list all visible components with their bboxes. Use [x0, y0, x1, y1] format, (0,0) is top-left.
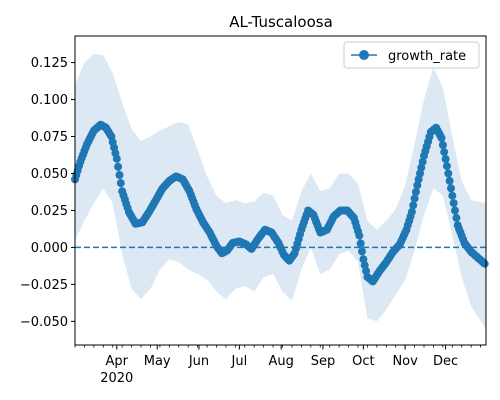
data-point [438, 141, 447, 149]
x-tick-label: May [144, 354, 171, 369]
x-tick-label: Dec [433, 354, 458, 369]
data-point [114, 162, 123, 171]
data-point [441, 155, 450, 164]
chart-title: AL-Tuscaloosa [229, 13, 333, 31]
data-point [444, 169, 453, 178]
x-tick-label: Jul [231, 354, 248, 369]
data-point [440, 148, 449, 157]
x-tick-label: Oct [352, 354, 374, 369]
x-tick-label: Apr [106, 354, 129, 369]
data-point [449, 199, 458, 208]
y-tick-label: 0.025 [31, 204, 68, 219]
y-axis: −0.050 −0.025 0.000 0.025 0.050 0.075 0.100 0.1… [20, 56, 75, 330]
data-point [445, 176, 454, 185]
data-point [116, 179, 125, 188]
confidence-band-layer [75, 53, 486, 329]
data-point [451, 206, 459, 215]
data-point [112, 154, 121, 163]
legend-entry-growth-rate: growth_rate [388, 49, 466, 64]
y-tick-label: 0.075 [31, 130, 68, 145]
x-tick-label: Aug [268, 354, 293, 369]
legend: growth_rate [343, 41, 480, 69]
x-tick-label: Nov [392, 354, 418, 369]
data-point [452, 213, 461, 222]
data-point [442, 162, 451, 171]
data-point [410, 194, 419, 203]
data-point [115, 171, 124, 179]
y-tick-label: 0.100 [31, 93, 68, 108]
legend-marker-swatch [359, 50, 369, 60]
y-tick-label: −0.050 [20, 315, 68, 330]
data-point [411, 188, 420, 196]
x-axis: Apr May Jun Jul Aug Sep Oct Nov Dec 2020 [74, 345, 482, 386]
data-point [356, 239, 365, 248]
y-tick-label: 0.000 [31, 241, 68, 256]
y-tick-label: 0.125 [31, 56, 68, 71]
confidence-band [75, 53, 486, 329]
data-point [407, 207, 416, 216]
data-point [358, 247, 366, 256]
x-year-label: 2020 [100, 371, 133, 386]
data-point [359, 255, 368, 264]
legend-box [343, 41, 480, 69]
data-point [480, 259, 489, 268]
y-tick-label: 0.050 [31, 167, 68, 182]
x-tick-label: Sep [311, 354, 336, 369]
data-point [409, 201, 418, 210]
data-point [355, 231, 364, 240]
x-tick-label: Jun [188, 354, 209, 369]
y-tick-label: −0.025 [20, 278, 68, 293]
plot-frame [74, 35, 487, 346]
data-point [447, 184, 455, 193]
data-point [448, 191, 457, 200]
series-layer [71, 120, 489, 286]
data-point [437, 134, 446, 142]
